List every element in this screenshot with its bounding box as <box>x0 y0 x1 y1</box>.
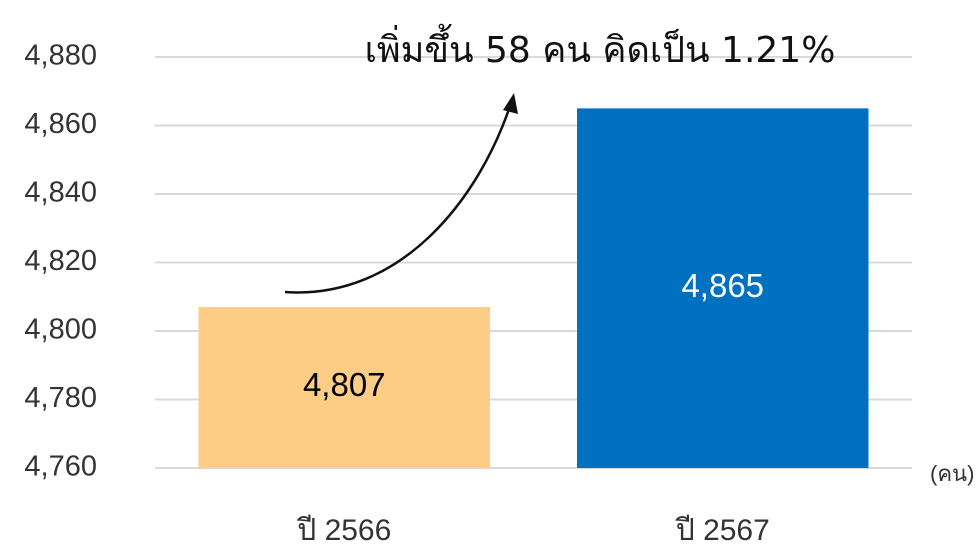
arrow <box>284 99 514 294</box>
value-label: 4,807 <box>303 366 386 403</box>
annotation: เพิ่มขึ้น 58 คน คิดเป็น 1.21% <box>365 23 836 71</box>
unit-label: (คน) <box>930 461 974 486</box>
value-label: 4,865 <box>681 267 764 304</box>
x-tick-label: ปี 2567 <box>675 514 770 547</box>
y-tick-label: 4,880 <box>24 40 97 72</box>
x-tick-label: ปี 2566 <box>296 514 391 547</box>
arrow-head <box>503 93 518 114</box>
bar <box>198 307 490 468</box>
y-tick-label: 4,780 <box>24 382 97 414</box>
bar <box>577 108 869 468</box>
y-tick-label: 4,820 <box>24 245 97 277</box>
y-tick-label: 4,860 <box>24 108 97 140</box>
y-tick-label: 4,840 <box>24 177 97 209</box>
plot: 4,760 4,780 4,800 4,820 4,840 4,860 4,880 ปี 25… <box>24 40 912 547</box>
y-tick-label: 4,800 <box>24 314 97 346</box>
y-tick-label: 4,760 <box>24 451 97 483</box>
